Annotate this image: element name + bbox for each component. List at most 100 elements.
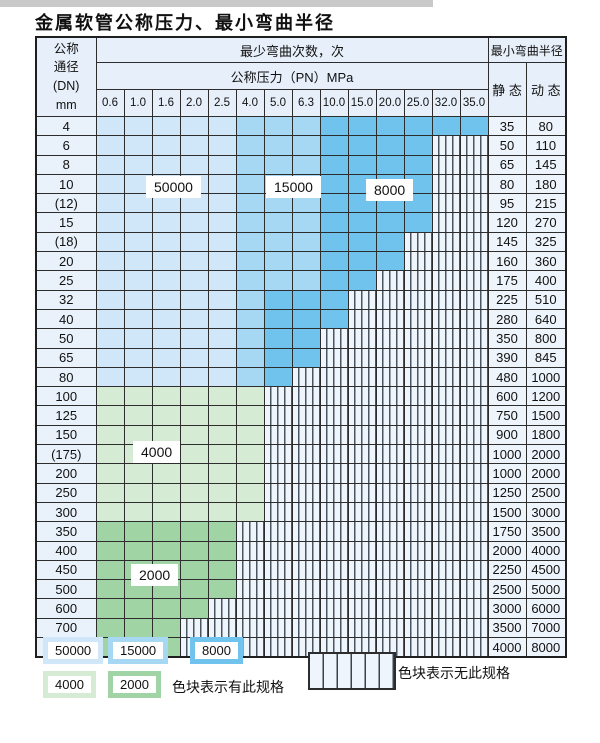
table-row: 65 390 845 (35, 347, 567, 368)
spec-cell-50000 (179, 270, 209, 291)
no-spec-cell (403, 540, 433, 561)
no-spec-cell (235, 559, 265, 581)
static-radius-cell: 225 (487, 289, 527, 310)
spec-cell-50000 (151, 115, 181, 137)
dn-cell: 25 (35, 270, 97, 291)
spec-cell-2000 (95, 617, 125, 639)
no-spec-cell (347, 424, 377, 446)
spec-cell-50000 (179, 251, 209, 272)
spec-cell-4000 (95, 405, 125, 426)
dynamic-radius-cell: 800 (525, 328, 567, 349)
spec-cell-50000 (207, 347, 237, 368)
spec-cell-4000 (207, 424, 237, 446)
spec-cell-15000 (235, 328, 265, 349)
dynamic-radius-cell: 8000 (525, 637, 567, 658)
spec-cell-4000 (235, 424, 265, 446)
dynamic-radius-cell: 145 (525, 154, 567, 175)
spec-cell-8000 (263, 308, 293, 330)
no-spec-cell (403, 386, 433, 407)
no-spec-cell (459, 637, 489, 658)
table-row: 150 900 1800 (35, 424, 567, 446)
spec-cell-8000 (375, 115, 405, 137)
region-label-50000: 50000 (146, 176, 201, 198)
spec-cell-8000 (403, 212, 433, 233)
no-spec-cell (319, 328, 349, 349)
no-spec-cell (459, 463, 489, 484)
spec-cell-50000 (95, 135, 125, 156)
no-spec-cell (347, 617, 377, 639)
spec-cell-4000 (151, 482, 181, 503)
pressure-column-header: 0.6 (95, 89, 125, 117)
dn-cell: 500 (35, 579, 97, 600)
table-row: 20 160 360 (35, 251, 567, 272)
spec-cell-8000 (263, 347, 293, 368)
pressure-column-header: 5.0 (263, 89, 293, 117)
no-spec-cell (459, 173, 489, 195)
static-radius-cell: 95 (487, 193, 527, 214)
no-spec-cell (459, 521, 489, 542)
spec-cell-8000 (263, 328, 293, 349)
dynamic-radius-cell: 4500 (525, 559, 567, 581)
spec-cell-50000 (151, 289, 181, 310)
no-spec-cell (459, 482, 489, 503)
spec-cell-2000 (151, 598, 181, 619)
no-spec-cell (431, 154, 461, 175)
no-spec-pattern-sample (308, 652, 396, 690)
no-spec-cell (403, 328, 433, 349)
no-spec-cell (431, 579, 461, 600)
no-spec-cell (431, 135, 461, 156)
static-radius-cell: 65 (487, 154, 527, 175)
no-spec-cell (459, 579, 489, 600)
dynamic-radius-cell: 7000 (525, 617, 567, 639)
spec-cell-2000 (123, 617, 153, 639)
no-spec-cell (459, 347, 489, 368)
pressure-column-header: 10.0 (319, 89, 349, 117)
no-spec-cell (375, 521, 405, 542)
spec-cell-50000 (95, 366, 125, 388)
spec-cell-50000 (179, 154, 209, 175)
no-spec-cell (263, 405, 293, 426)
spec-cell-8000 (375, 135, 405, 156)
no-spec-cell (403, 559, 433, 581)
dn-cell: (12) (35, 193, 97, 214)
no-spec-cell (403, 617, 433, 639)
spec-cell-50000 (151, 366, 181, 388)
no-spec-cell (459, 424, 489, 446)
no-spec-cell (431, 405, 461, 426)
no-spec-cell (459, 231, 489, 253)
no-spec-cell (263, 444, 293, 465)
dn-cell: 400 (35, 540, 97, 561)
no-spec-cell (319, 540, 349, 561)
spec-cell-50000 (95, 212, 125, 233)
spec-cell-8000 (403, 154, 433, 175)
spec-cell-8000 (319, 135, 349, 156)
pressure-column-header: 4.0 (235, 89, 265, 117)
spec-cell-15000 (263, 135, 293, 156)
dn-cell: 40 (35, 308, 97, 330)
dynamic-radius-cell: 845 (525, 347, 567, 368)
no-spec-cell (431, 193, 461, 214)
spec-cell-15000 (263, 212, 293, 233)
spec-cell-15000 (235, 270, 265, 291)
table-row: 300 1500 3000 (35, 501, 567, 523)
no-spec-cell (431, 270, 461, 291)
dn-cell: 350 (35, 521, 97, 542)
spec-cell-4000 (179, 424, 209, 446)
spec-cell-50000 (151, 231, 181, 253)
no-spec-cell (403, 366, 433, 388)
spec-cell-4000 (179, 405, 209, 426)
spec-cell-15000 (235, 366, 265, 388)
static-radius-cell: 2250 (487, 559, 527, 581)
dn-header-line: 通径 (53, 60, 79, 75)
no-spec-cell (291, 424, 321, 446)
legend-swatch-15000: 15000 (108, 637, 169, 664)
no-spec-cell (375, 482, 405, 503)
spec-cell-8000 (347, 135, 377, 156)
spec-cell-50000 (123, 212, 153, 233)
no-spec-cell (403, 482, 433, 503)
spec-cell-2000 (179, 540, 209, 561)
spec-cell-8000 (347, 270, 377, 291)
spec-cell-4000 (207, 463, 237, 484)
spec-cell-8000 (291, 347, 321, 368)
static-radius-cell: 3500 (487, 617, 527, 639)
